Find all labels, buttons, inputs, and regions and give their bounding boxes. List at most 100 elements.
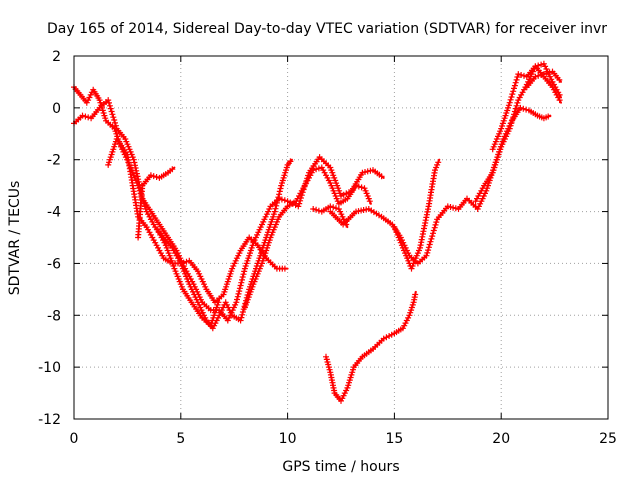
data-point-marker — [508, 119, 515, 126]
data-point-marker — [108, 108, 115, 115]
data-point-marker — [428, 235, 435, 242]
y-tick-label: 2 — [52, 49, 61, 65]
y-tick-label: -8 — [47, 308, 61, 324]
data-point-marker — [147, 172, 154, 179]
data-point-marker — [238, 279, 245, 286]
data-point-marker — [540, 71, 547, 78]
data-point-marker — [82, 113, 89, 120]
data-point-marker — [364, 168, 371, 175]
data-point-marker — [433, 219, 440, 226]
data-series-track-6 — [241, 164, 373, 311]
data-point-marker — [234, 296, 240, 303]
data-point-marker — [169, 166, 176, 173]
data-point-marker — [426, 241, 433, 248]
data-point-marker — [556, 76, 563, 83]
data-point-marker — [383, 334, 390, 341]
data-point-marker — [511, 85, 517, 92]
y-axis-label: SDTVAR / TECUs — [7, 181, 23, 296]
data-point-marker — [425, 244, 432, 251]
data-point-marker — [234, 293, 241, 300]
data-point-marker — [512, 79, 519, 86]
data-point-marker — [545, 113, 552, 120]
data-point-marker — [508, 94, 515, 100]
x-tick-labels: 0 5 10 15 20 25 — [70, 431, 617, 447]
data-point-marker — [112, 122, 119, 129]
series-group — [71, 60, 563, 404]
data-point-marker — [507, 122, 514, 129]
data-point-marker — [511, 82, 518, 89]
chart-title: Day 165 of 2014, Sidereal Day-to-day VTE… — [47, 21, 607, 37]
data-point-marker — [523, 106, 530, 113]
data-point-marker — [511, 111, 517, 118]
data-point-marker — [239, 276, 245, 283]
x-axis-label: GPS time / hours — [282, 459, 399, 475]
data-point-marker — [500, 117, 507, 124]
data-point-marker — [97, 99, 104, 106]
grid — [74, 56, 608, 419]
data-point-marker — [510, 88, 517, 95]
data-series-track-13 — [523, 68, 563, 91]
y-tick-labels: 2 0 -2 -4 -6 -8 -10 -12 — [38, 49, 61, 428]
data-point-marker — [543, 70, 550, 77]
data-point-marker — [281, 265, 288, 272]
plot-frame — [73, 55, 609, 420]
data-point-marker — [237, 317, 244, 324]
data-point-marker — [535, 72, 542, 79]
data-point-marker — [237, 282, 244, 289]
data-point-marker — [506, 125, 513, 132]
data-point-marker — [287, 158, 294, 165]
data-point-marker — [521, 72, 527, 79]
data-point-marker — [378, 173, 385, 180]
data-point-marker — [506, 99, 513, 106]
data-point-marker — [507, 96, 514, 103]
data-point-marker — [110, 114, 117, 121]
data-point-marker — [284, 198, 291, 205]
data-point-marker — [538, 72, 545, 78]
data-point-marker — [511, 108, 518, 115]
data-point-marker — [380, 335, 387, 342]
data-point-marker — [106, 102, 113, 109]
data-point-marker — [330, 204, 337, 211]
data-point-marker — [112, 119, 118, 126]
data-point-marker — [310, 206, 317, 212]
data-point-marker — [513, 102, 520, 109]
x-tick-label: 5 — [176, 431, 185, 447]
data-point-marker — [532, 63, 539, 70]
data-series-track-12 — [489, 60, 563, 153]
data-point-marker — [431, 224, 438, 231]
data-point-marker — [424, 249, 431, 256]
data-point-marker — [546, 69, 553, 76]
data-point-marker — [333, 205, 339, 212]
data-point-marker — [358, 184, 365, 191]
data-point-marker — [105, 97, 112, 104]
data-point-marker — [85, 114, 92, 121]
data-point-marker — [236, 285, 243, 292]
data-point-marker — [79, 112, 86, 119]
data-point-marker — [215, 299, 222, 306]
data-point-marker — [538, 61, 545, 68]
data-point-marker — [133, 167, 140, 174]
data-point-marker — [239, 309, 246, 315]
data-point-marker — [313, 166, 320, 173]
data-point-marker — [310, 167, 317, 174]
data-point-marker — [273, 202, 280, 209]
data-point-marker — [509, 91, 516, 98]
data-point-marker — [111, 117, 118, 123]
data-point-marker — [388, 331, 395, 338]
data-point-marker — [512, 105, 519, 112]
x-tick-label: 0 — [70, 431, 79, 447]
data-point-marker — [240, 271, 247, 278]
data-point-marker — [429, 233, 436, 240]
data-point-marker — [430, 227, 437, 234]
data-point-marker — [427, 238, 434, 245]
data-point-marker — [180, 259, 187, 266]
data-point-marker — [107, 105, 114, 112]
data-series-track-2 — [71, 97, 385, 324]
data-point-marker — [239, 274, 246, 280]
data-point-marker — [510, 114, 517, 121]
x-tick-label: 25 — [599, 431, 617, 447]
data-point-marker — [109, 111, 116, 118]
data-point-marker — [276, 188, 283, 195]
data-point-marker — [556, 97, 563, 104]
data-point-marker — [102, 115, 109, 122]
